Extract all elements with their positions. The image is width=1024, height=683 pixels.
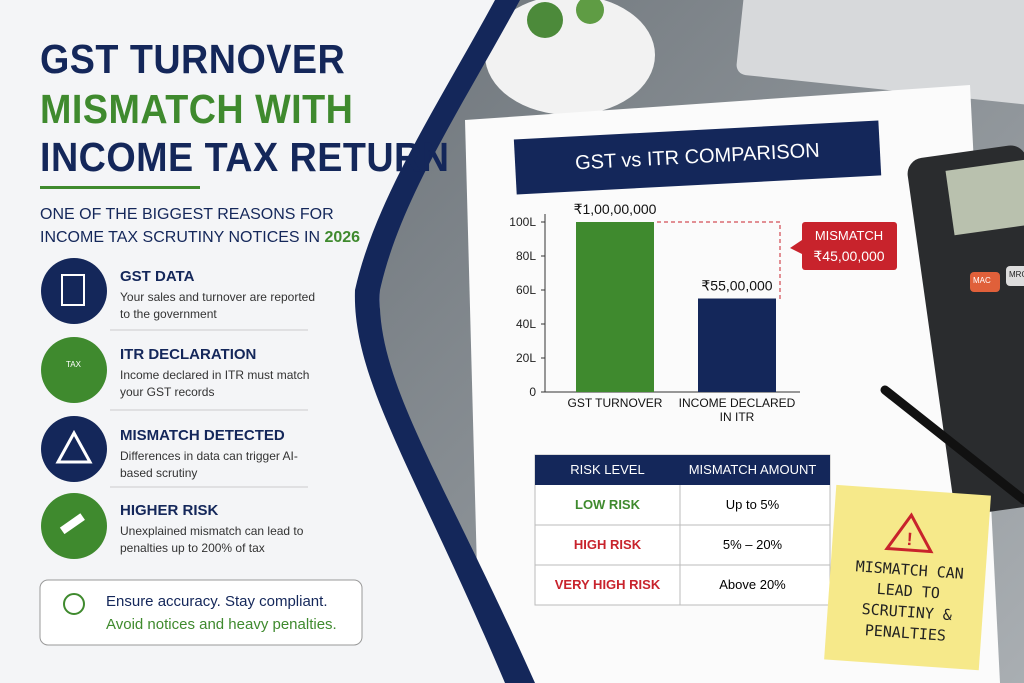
- y-tick-label: 60L: [516, 283, 536, 297]
- y-tick-label: 100L: [509, 215, 536, 229]
- item-text: Unexplained mismatch can lead to penalti…: [120, 524, 304, 555]
- item-title: MISMATCH DETECTED: [120, 427, 285, 444]
- y-tick-label: 80L: [516, 249, 536, 263]
- svg-text:!: !: [906, 529, 913, 549]
- callout: [802, 222, 897, 270]
- bar: [698, 298, 776, 392]
- item-text: Differences in data can trigger AI-based…: [120, 449, 298, 480]
- item: HIGHER RISK Unexplained mismatch can lead…: [120, 502, 320, 557]
- table-cell: Up to 5%: [725, 497, 780, 512]
- item: ITR DECLARATION Income declared in ITR mu…: [120, 346, 320, 401]
- item-text: Your sales and turnover are reported to …: [120, 290, 316, 321]
- value-label: ₹55,00,000: [701, 278, 772, 294]
- table-cell: HIGH RISK: [573, 537, 642, 552]
- title-line: GST TURNOVER: [40, 36, 346, 82]
- title-line: MISMATCH WITH: [40, 86, 354, 132]
- table-header: RISK LEVEL: [570, 462, 645, 477]
- item-title: HIGHER RISK: [120, 502, 219, 519]
- title-line: INCOME TAX RETURN: [40, 134, 450, 180]
- calc-key: MAC: [973, 276, 991, 285]
- footer-line: Ensure accuracy. Stay compliant.: [106, 593, 328, 610]
- subtitle: ONE OF THE BIGGEST REASONS FOR: [40, 206, 334, 223]
- y-tick-label: 20L: [516, 351, 536, 365]
- item-title: ITR DECLARATION: [120, 346, 257, 363]
- year: 2026: [324, 229, 361, 246]
- item-title: GST DATA: [120, 268, 195, 285]
- table-cell: LOW RISK: [575, 497, 640, 512]
- item: GST DATA Your sales and turnover are repo…: [120, 268, 320, 323]
- callout-title: MISMATCH: [815, 228, 883, 243]
- item-text: Income declared in ITR must match your G…: [120, 368, 310, 399]
- x-tick-label: INCOME DECLARED IN ITR: [678, 396, 796, 424]
- footer-line: Avoid notices and heavy penalties.: [106, 616, 337, 633]
- calc-key: MRC: [1009, 270, 1024, 279]
- table-cell: Above 20%: [719, 577, 786, 592]
- table-header: MISMATCH AMOUNT: [688, 462, 817, 477]
- note: MISMATCH CAN LEAD TO SCRUTINY & PENALTIE…: [855, 557, 965, 645]
- x-tick-label: GST TURNOVER: [567, 396, 663, 410]
- icon-label: TAX: [66, 360, 81, 369]
- subtitle: INCOME TAX SCRUTINY NOTICES IN 2026: [40, 229, 360, 247]
- subtitle-text: INCOME TAX SCRUTINY NOTICES IN: [40, 229, 321, 246]
- item: MISMATCH DETECTED Differences in data can…: [120, 427, 320, 482]
- y-tick-label: 0: [529, 385, 536, 399]
- table-cell: VERY HIGH RISK: [554, 577, 661, 592]
- mismatch-bracket: [657, 221, 781, 299]
- value-label: ₹1,00,00,000: [574, 201, 657, 217]
- table-cell: 5% – 20%: [722, 537, 783, 552]
- y-tick-label: 40L: [516, 317, 536, 331]
- bar: [576, 222, 654, 392]
- callout-value: ₹45,00,000: [813, 248, 884, 264]
- callout-tip: [790, 240, 802, 254]
